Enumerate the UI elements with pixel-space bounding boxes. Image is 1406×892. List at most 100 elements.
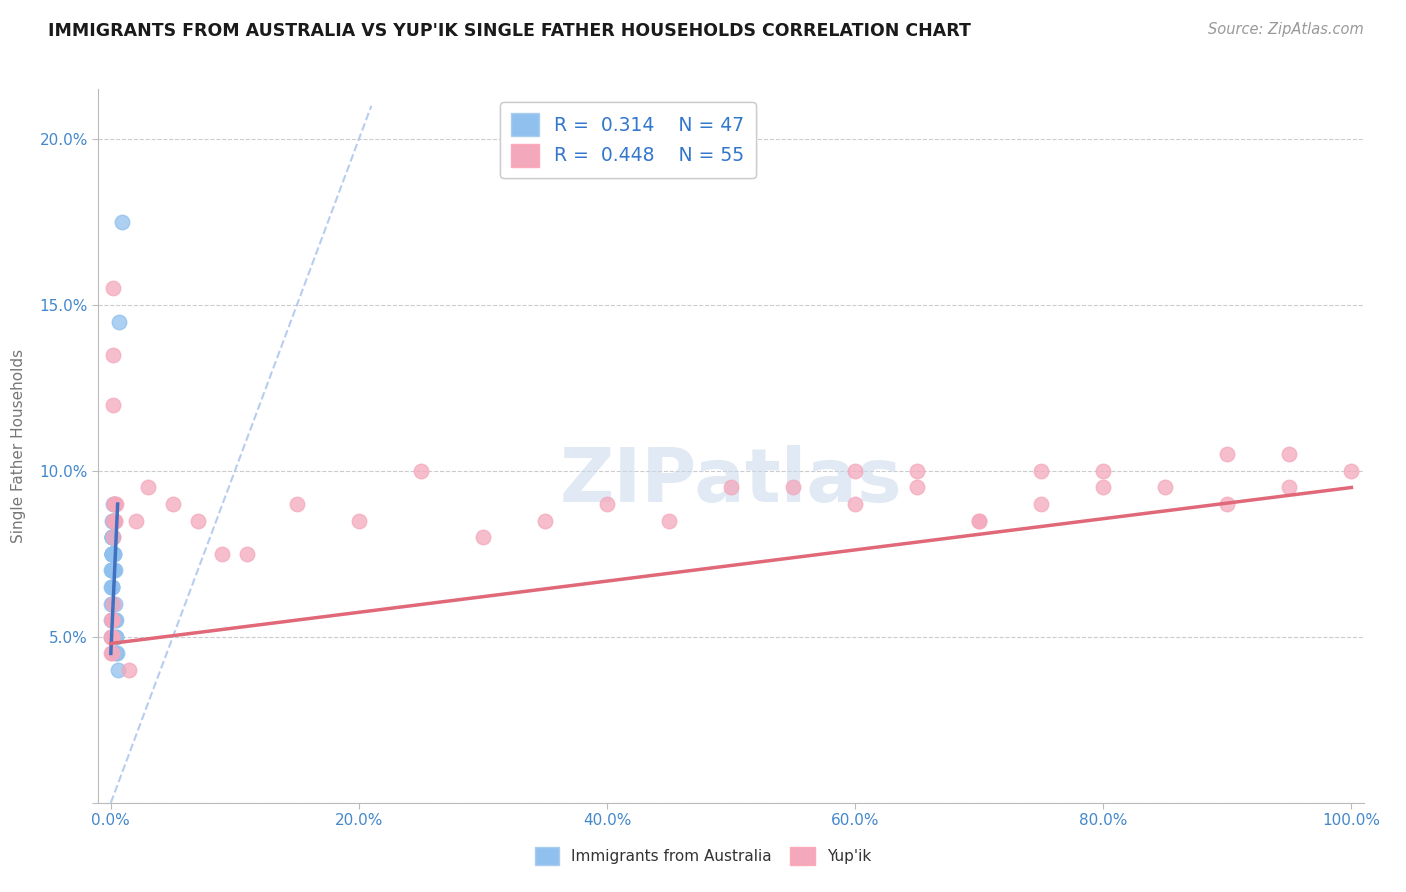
Point bbox=[103, 497, 125, 511]
Point bbox=[104, 514, 127, 528]
Point bbox=[108, 314, 131, 328]
Legend: Immigrants from Australia, Yup'ik: Immigrants from Australia, Yup'ik bbox=[529, 841, 877, 871]
Point bbox=[472, 530, 495, 544]
Point bbox=[285, 497, 308, 511]
Point bbox=[104, 613, 127, 627]
Point bbox=[101, 564, 124, 578]
Point bbox=[101, 514, 124, 528]
Point bbox=[162, 497, 184, 511]
Point bbox=[101, 514, 124, 528]
Point bbox=[101, 547, 124, 561]
Point bbox=[101, 530, 124, 544]
Point bbox=[101, 564, 124, 578]
Point bbox=[1154, 481, 1177, 495]
Point bbox=[101, 547, 124, 561]
Point bbox=[100, 547, 122, 561]
Point bbox=[1031, 464, 1053, 478]
Point bbox=[103, 547, 125, 561]
Point bbox=[104, 497, 127, 511]
Point bbox=[101, 348, 124, 362]
Point bbox=[100, 613, 122, 627]
Point bbox=[100, 530, 122, 544]
Point bbox=[101, 630, 124, 644]
Point bbox=[136, 481, 159, 495]
Point bbox=[100, 564, 122, 578]
Point bbox=[101, 497, 124, 511]
Point bbox=[101, 597, 124, 611]
Text: ZIPatlas: ZIPatlas bbox=[560, 445, 903, 518]
Point bbox=[103, 564, 125, 578]
Point bbox=[101, 613, 124, 627]
Text: IMMIGRANTS FROM AUSTRALIA VS YUP'IK SINGLE FATHER HOUSEHOLDS CORRELATION CHART: IMMIGRANTS FROM AUSTRALIA VS YUP'IK SING… bbox=[48, 22, 970, 40]
Point bbox=[1031, 497, 1053, 511]
Point bbox=[101, 613, 124, 627]
Point bbox=[100, 580, 122, 594]
Point bbox=[105, 647, 128, 661]
Point bbox=[118, 663, 141, 677]
Point bbox=[100, 647, 122, 661]
Point bbox=[104, 514, 127, 528]
Point bbox=[100, 597, 122, 611]
Point bbox=[347, 514, 370, 528]
Point bbox=[100, 564, 122, 578]
Legend: R =  0.314    N = 47, R =  0.448    N = 55: R = 0.314 N = 47, R = 0.448 N = 55 bbox=[501, 103, 756, 178]
Point bbox=[105, 647, 128, 661]
Point bbox=[782, 481, 804, 495]
Point bbox=[187, 514, 209, 528]
Point bbox=[844, 497, 866, 511]
Point bbox=[101, 564, 124, 578]
Point bbox=[101, 630, 124, 644]
Point bbox=[101, 281, 124, 295]
Point bbox=[844, 464, 866, 478]
Point bbox=[104, 630, 127, 644]
Point bbox=[103, 497, 125, 511]
Point bbox=[1216, 497, 1239, 511]
Point bbox=[1092, 481, 1115, 495]
Point bbox=[103, 547, 125, 561]
Point bbox=[101, 613, 124, 627]
Point bbox=[101, 547, 124, 561]
Point bbox=[104, 597, 127, 611]
Y-axis label: Single Father Households: Single Father Households bbox=[11, 349, 25, 543]
Point bbox=[409, 464, 432, 478]
Point bbox=[100, 630, 122, 644]
Point bbox=[211, 547, 233, 561]
Point bbox=[101, 580, 124, 594]
Point bbox=[124, 514, 146, 528]
Point bbox=[101, 630, 124, 644]
Point bbox=[905, 464, 928, 478]
Point bbox=[101, 547, 124, 561]
Point bbox=[100, 564, 122, 578]
Point bbox=[107, 663, 129, 677]
Point bbox=[1278, 481, 1301, 495]
Point bbox=[100, 613, 122, 627]
Point bbox=[967, 514, 990, 528]
Point bbox=[101, 530, 124, 544]
Point bbox=[596, 497, 619, 511]
Point bbox=[100, 630, 122, 644]
Point bbox=[103, 547, 125, 561]
Point bbox=[1340, 464, 1362, 478]
Point bbox=[1092, 464, 1115, 478]
Point bbox=[104, 613, 127, 627]
Point bbox=[111, 215, 134, 229]
Point bbox=[100, 580, 122, 594]
Point bbox=[534, 514, 557, 528]
Point bbox=[236, 547, 259, 561]
Point bbox=[105, 630, 128, 644]
Point bbox=[101, 547, 124, 561]
Point bbox=[101, 564, 124, 578]
Point bbox=[101, 530, 124, 544]
Point bbox=[101, 514, 124, 528]
Point bbox=[103, 564, 125, 578]
Point bbox=[658, 514, 681, 528]
Point bbox=[905, 481, 928, 495]
Point bbox=[101, 597, 124, 611]
Point bbox=[101, 580, 124, 594]
Point bbox=[100, 630, 122, 644]
Point bbox=[101, 647, 124, 661]
Point bbox=[1278, 447, 1301, 461]
Point bbox=[101, 530, 124, 544]
Point bbox=[101, 530, 124, 544]
Point bbox=[720, 481, 742, 495]
